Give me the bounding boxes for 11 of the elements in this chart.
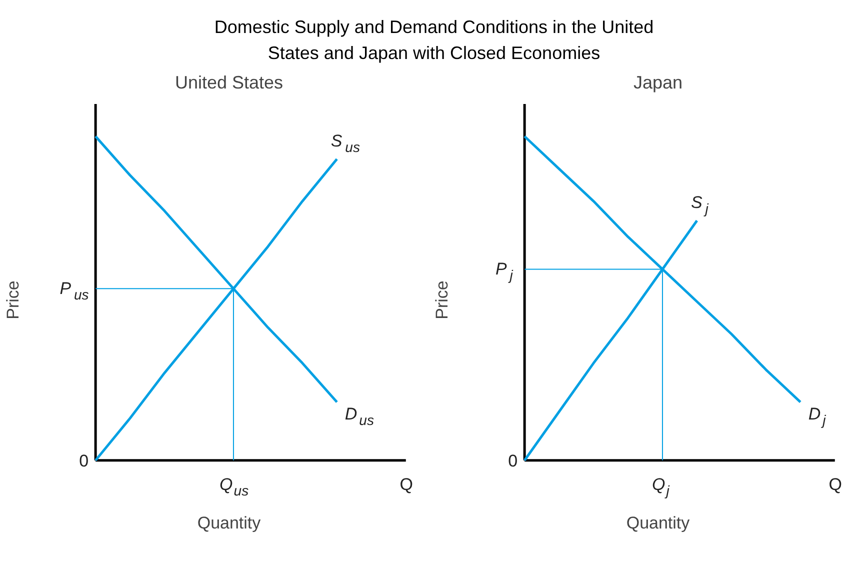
x-axis-title: Quantity xyxy=(197,514,262,532)
y-axis-title: Price xyxy=(432,280,452,320)
y-axis-title: Price xyxy=(4,280,22,320)
text: 0 xyxy=(508,451,518,470)
x-tick-label: Q xyxy=(828,474,842,494)
chart-title: Domestic Supply and Demand Conditions in the United States and Japan with Closed Economies xyxy=(213,16,655,65)
chart-subtitle: Japan xyxy=(633,72,683,92)
text: 0 xyxy=(79,451,89,470)
x-axis-title: Quantity xyxy=(626,514,690,532)
chart-subtitle: United States xyxy=(174,72,284,92)
x-tick-label: Q xyxy=(400,474,413,494)
